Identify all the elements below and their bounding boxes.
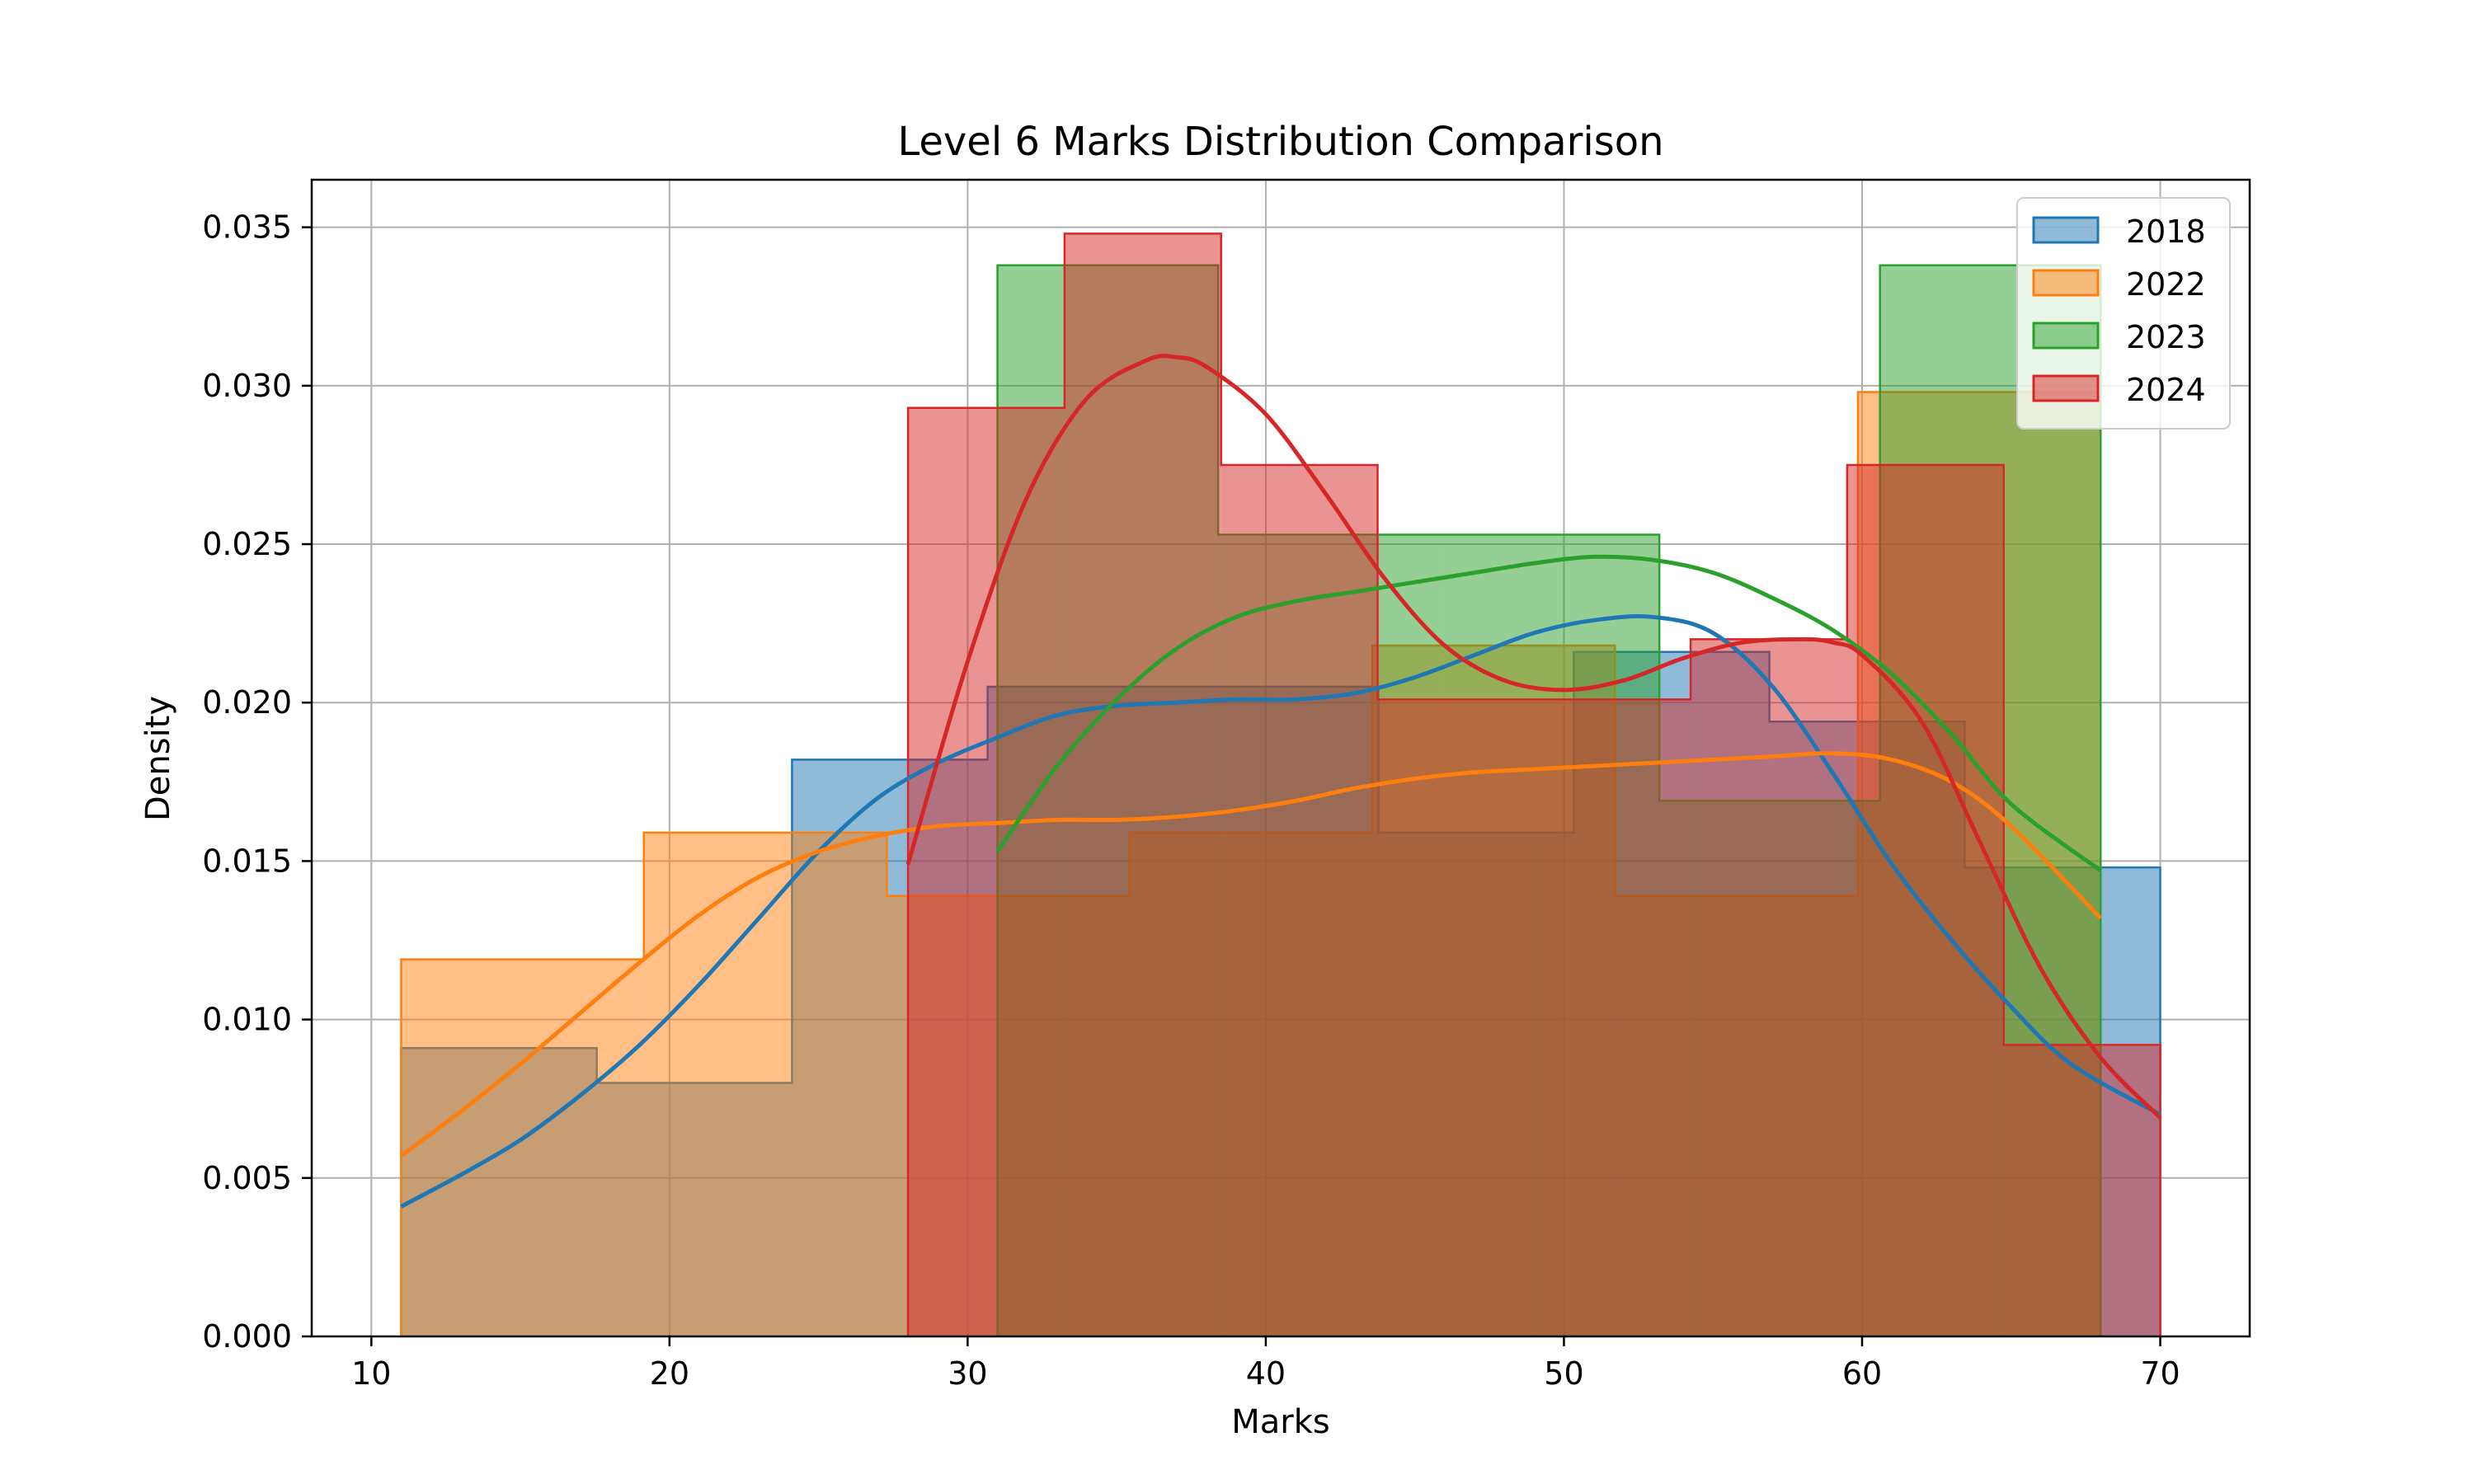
histogram-bar: [908, 407, 1065, 1337]
x-axis-ticks: 10 20 30 40 50 60 70: [351, 1336, 2180, 1392]
y-tick-label: 0.005: [202, 1160, 292, 1196]
y-tick-label: 0.035: [202, 209, 292, 246]
histogram-bar: [1377, 699, 1535, 1336]
y-axis-ticks: 0.000 0.005 0.010 0.015 0.020 0.025 0.030 0.035: [202, 209, 312, 1355]
histogram-bar: [1064, 233, 1221, 1336]
kde-line-2024: [905, 354, 2162, 1120]
x-axis-label: Marks: [1231, 1403, 1329, 1441]
histogram-outline: [906, 232, 2161, 1336]
legend-label: 2018: [2126, 214, 2206, 250]
x-tick-label: 40: [1246, 1355, 1286, 1392]
histogram-bar: [401, 959, 644, 1336]
legend-label: 2022: [2126, 266, 2206, 303]
x-tick-label: 60: [1842, 1355, 1882, 1392]
y-tick-label: 0.030: [202, 368, 292, 404]
legend-label: 2023: [2126, 319, 2206, 355]
legend-swatch: [2032, 269, 2100, 297]
legend-swatch: [2032, 322, 2100, 350]
histogram-bar: [643, 832, 887, 1336]
histogram-bar: [1221, 464, 1378, 1336]
legend-box: [2016, 197, 2231, 430]
kde-line-2022: [399, 751, 2103, 1158]
y-tick-label: 0.000: [202, 1318, 292, 1355]
legend-item-2024: 2024: [2032, 372, 2206, 408]
chart-title: Level 6 Marks Distribution Comparison: [897, 119, 1663, 165]
y-tick-label: 0.025: [202, 526, 292, 562]
legend-item-2018: 2018: [2032, 214, 2206, 250]
legend-swatch: [2032, 374, 2100, 402]
density-curves: [399, 354, 2162, 1209]
x-tick-label: 20: [650, 1355, 689, 1392]
x-tick-label: 70: [2140, 1355, 2180, 1392]
y-axis-label: Density: [139, 696, 177, 821]
plot-frame: [310, 178, 2251, 1338]
histogram-bar: [1691, 639, 1847, 1336]
y-tick-label: 0.020: [202, 684, 292, 721]
histogram-bar: [2003, 1045, 2161, 1336]
histogram-bar: [1846, 464, 2004, 1336]
kde-line-2018: [400, 614, 2161, 1209]
histogram-series-2024: [906, 232, 2161, 1337]
x-tick-label: 10: [351, 1355, 391, 1392]
legend: 2018 2022 2023 2024: [2016, 197, 2231, 430]
x-tick-label: 50: [1544, 1355, 1583, 1392]
histogram-bars: [400, 232, 2161, 1337]
legend-label: 2024: [2126, 372, 2206, 408]
x-tick-label: 30: [948, 1355, 987, 1392]
legend-swatch: [2032, 216, 2100, 244]
y-tick-label: 0.015: [202, 843, 292, 879]
y-tick-label: 0.010: [202, 1002, 292, 1038]
legend-item-2022: 2022: [2032, 266, 2206, 303]
histogram-bar: [1534, 699, 1691, 1336]
kde-line-2023: [995, 554, 2102, 872]
legend-item-2023: 2023: [2032, 319, 2206, 355]
